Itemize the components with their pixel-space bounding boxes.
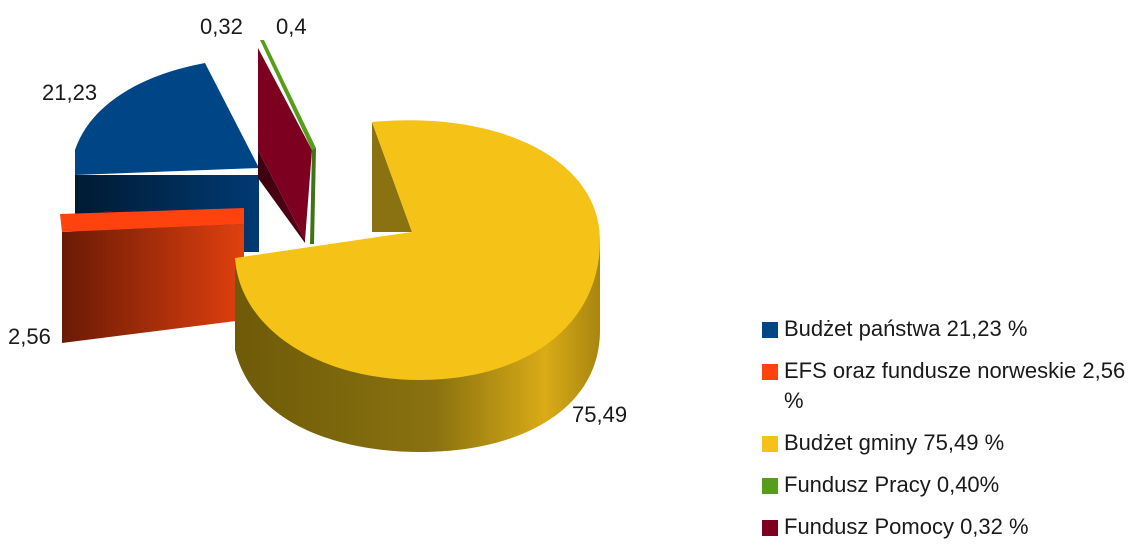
pie-slice-fundusz-pomocy — [258, 48, 312, 243]
legend-label: Fundusz Pomocy 0,32 % — [784, 514, 1029, 539]
legend-item-efs: EFS oraz fundusze norweskie 2,56 % — [762, 356, 1132, 416]
legend-label: Fundusz Pracy 0,40% — [784, 472, 1000, 497]
legend-swatch — [762, 520, 778, 536]
legend-label: Budżet państwa 21,23 % — [784, 316, 1028, 341]
data-label-budzet-gminy: 75,49 — [572, 402, 627, 427]
legend-label: EFS oraz fundusze norweskie 2,56 % — [784, 358, 1126, 413]
data-label-fundusz-pomocy: 0,32 — [200, 14, 243, 39]
data-label-budzet-panstwa: 21,23 — [42, 80, 97, 105]
data-label-fundusz-pracy: 0,4 — [276, 14, 307, 39]
legend-item-fundusz-pomocy: Fundusz Pomocy 0,32 % — [762, 512, 1132, 542]
pie-slice-efs — [60, 208, 244, 343]
legend-swatch — [762, 322, 778, 338]
data-label-efs: 2,56 — [8, 324, 51, 349]
legend-label: Budżet gminy 75,49 % — [784, 430, 1005, 455]
pie-slice-budzet-gminy — [235, 120, 600, 452]
legend-swatch — [762, 436, 778, 452]
legend-swatch — [762, 478, 778, 494]
pie-chart: 21,23 2,56 75,49 0,4 0,32 — [8, 14, 627, 452]
legend-item-budzet-panstwa: Budżet państwa 21,23 % — [762, 314, 1132, 344]
legend-swatch — [762, 364, 778, 380]
chart-legend: Budżet państwa 21,23 % EFS oraz fundusze… — [762, 314, 1132, 554]
legend-item-fundusz-pracy: Fundusz Pracy 0,40% — [762, 470, 1132, 500]
pie-slice-fundusz-pracy — [260, 40, 316, 244]
legend-item-budzet-gminy: Budżet gminy 75,49 % — [762, 428, 1132, 458]
